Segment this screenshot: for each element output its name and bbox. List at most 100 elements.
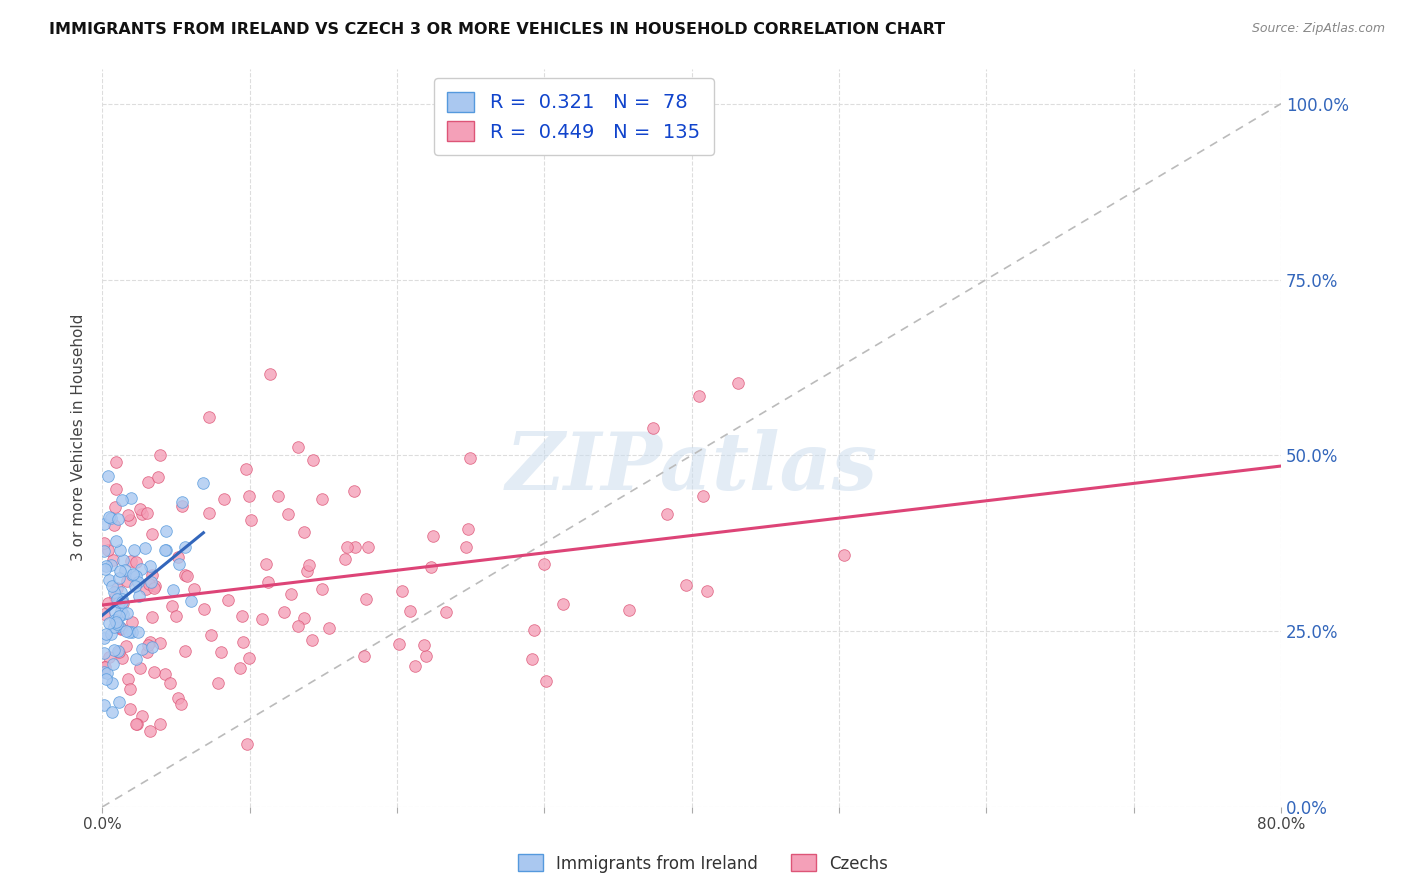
Point	[311, 582, 333, 597]
Point	[238, 650, 260, 665]
Point	[353, 649, 375, 664]
Point	[104, 605, 127, 619]
Point	[136, 638, 159, 652]
Point	[398, 604, 420, 618]
Point	[149, 635, 172, 649]
Point	[688, 389, 710, 403]
Point	[292, 611, 315, 625]
Point	[110, 621, 132, 635]
Point	[415, 649, 437, 664]
Point	[111, 595, 134, 609]
Point	[105, 533, 128, 548]
Point	[118, 624, 141, 639]
Point	[229, 661, 252, 675]
Point	[103, 590, 125, 604]
Point	[295, 564, 318, 578]
Legend: Immigrants from Ireland, Czechs: Immigrants from Ireland, Czechs	[510, 847, 896, 880]
Point	[214, 491, 236, 506]
Point	[176, 569, 198, 583]
Point	[207, 676, 229, 690]
Point	[391, 584, 413, 599]
Point	[122, 542, 145, 557]
Point	[457, 522, 479, 536]
Point	[121, 625, 143, 640]
Point	[125, 555, 148, 569]
Point	[103, 585, 125, 599]
Point	[138, 577, 160, 591]
Point	[169, 697, 191, 711]
Point	[115, 624, 138, 639]
Point	[522, 652, 544, 666]
Point	[105, 615, 128, 629]
Point	[236, 737, 259, 751]
Text: IMMIGRANTS FROM IRELAND VS CZECH 3 OR MORE VEHICLES IN HOUSEHOLD CORRELATION CHA: IMMIGRANTS FROM IRELAND VS CZECH 3 OR MO…	[49, 22, 945, 37]
Point	[167, 558, 190, 572]
Point	[98, 509, 121, 524]
Point	[117, 508, 139, 523]
Point	[93, 536, 115, 550]
Point	[139, 574, 162, 589]
Point	[97, 469, 120, 483]
Point	[167, 550, 190, 565]
Point	[420, 560, 443, 574]
Y-axis label: 3 or more Vehicles in Household: 3 or more Vehicles in Household	[72, 314, 86, 561]
Point	[114, 639, 136, 653]
Point	[136, 506, 159, 520]
Point	[280, 587, 302, 601]
Point	[287, 619, 309, 633]
Point	[118, 702, 141, 716]
Point	[141, 526, 163, 541]
Point	[108, 618, 131, 632]
Point	[146, 469, 169, 483]
Point	[456, 541, 478, 555]
Point	[124, 579, 146, 593]
Point	[111, 607, 134, 621]
Point	[117, 672, 139, 686]
Point	[97, 649, 120, 664]
Point	[257, 574, 280, 589]
Point	[97, 596, 120, 610]
Point	[153, 666, 176, 681]
Point	[198, 506, 221, 520]
Point	[149, 717, 172, 731]
Point	[139, 723, 162, 738]
Point	[136, 645, 159, 659]
Point	[143, 579, 166, 593]
Point	[105, 581, 128, 595]
Point	[105, 591, 128, 606]
Point	[533, 558, 555, 572]
Point	[93, 659, 115, 673]
Point	[832, 548, 855, 562]
Point	[103, 613, 125, 627]
Point	[100, 511, 122, 525]
Point	[103, 657, 125, 672]
Point	[141, 640, 163, 654]
Point	[333, 552, 356, 566]
Point	[357, 540, 380, 554]
Point	[107, 512, 129, 526]
Point	[153, 542, 176, 557]
Point	[115, 606, 138, 620]
Point	[311, 492, 333, 507]
Point	[139, 559, 162, 574]
Point	[292, 524, 315, 539]
Point	[125, 652, 148, 666]
Point	[336, 541, 359, 555]
Point	[111, 591, 134, 606]
Point	[211, 645, 233, 659]
Point	[287, 440, 309, 454]
Point	[93, 516, 115, 531]
Point	[139, 577, 162, 591]
Point	[121, 568, 143, 582]
Point	[127, 716, 149, 731]
Point	[96, 665, 118, 680]
Point	[94, 627, 117, 641]
Point	[108, 595, 131, 609]
Point	[115, 574, 138, 589]
Point	[180, 594, 202, 608]
Point	[551, 598, 574, 612]
Point	[173, 540, 195, 554]
Point	[155, 543, 177, 558]
Point	[183, 582, 205, 597]
Point	[675, 578, 697, 592]
